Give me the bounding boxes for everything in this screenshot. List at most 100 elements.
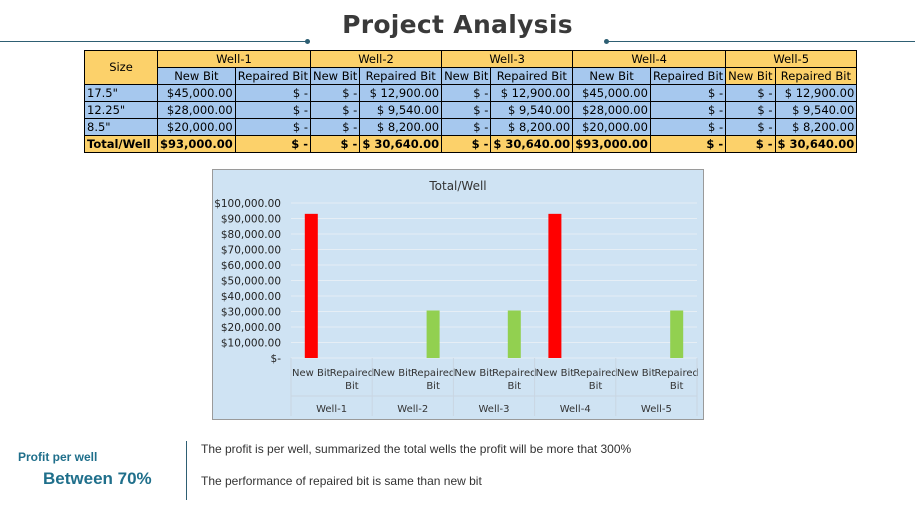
y-tick-label: $50,000.00 (221, 276, 281, 288)
bar (426, 310, 440, 358)
value-cell: $ - (725, 84, 776, 102)
value-cell: $ - (649, 118, 727, 136)
well-header: Well-5 (725, 50, 858, 68)
sub-header: Repaired Bit (774, 67, 858, 85)
value-cell: $45,000.00 (157, 84, 236, 102)
sub-header: New Bit (441, 67, 492, 85)
sub-category-label: New Bit (454, 368, 493, 379)
value-cell: $ - (309, 101, 361, 119)
sub-category-label: Repaired (330, 368, 374, 379)
value-cell: $ - (725, 101, 776, 119)
value-cell: $20,000.00 (572, 118, 651, 136)
value-cell: $ - (234, 84, 311, 102)
y-tick-label: $40,000.00 (221, 291, 281, 303)
sub-category-label: New Bit (536, 368, 575, 379)
value-cell: $20,000.00 (157, 118, 236, 136)
cost-table: Size Well-1 Well-2 Well-3 Well-4 Well-5 … (84, 50, 858, 153)
y-tick-label: $10,000.00 (221, 338, 281, 350)
size-cell: 12.25" (84, 101, 158, 119)
value-cell: $ 9,540.00 (359, 101, 443, 119)
table-row: 8.5" $20,000.00 $ - $ - $ 8,200.00 $ - $ 8,200… (84, 118, 858, 136)
group-label: Well-2 (397, 404, 428, 415)
sub-header: Repaired Bit (649, 67, 727, 85)
bar (507, 310, 521, 358)
value-cell: $ 12,900.00 (490, 84, 574, 102)
value-cell: $ - (725, 118, 776, 136)
sub-category-label: Repaired (492, 368, 536, 379)
summary-note: The performance of repaired bit is same … (201, 474, 482, 488)
sub-header: New Bit (725, 67, 776, 85)
y-tick-label: $20,000.00 (221, 322, 281, 334)
well-header: Well-4 (572, 50, 727, 68)
table-row: 17.5" $45,000.00 $ - $ - $ 12,900.00 $ - $ 12,… (84, 84, 858, 102)
value-cell: $ 9,540.00 (490, 101, 574, 119)
value-cell: $ - (309, 118, 361, 136)
summary-note: The profit is per well, summarized the t… (201, 442, 632, 456)
title-rule-dot-left (305, 39, 310, 44)
sub-category-label: Bit (670, 381, 684, 392)
value-cell: $ - (234, 101, 311, 119)
sub-header: New Bit (572, 67, 651, 85)
title-rule-left (0, 41, 310, 42)
bar (304, 213, 318, 358)
value-cell: $ - (441, 101, 492, 119)
bar (670, 310, 684, 358)
title-rule-right (608, 41, 915, 42)
sub-category-label: Bit (426, 381, 440, 392)
y-tick-label: $90,000.00 (221, 214, 281, 226)
sub-header-row: New Bit Repaired Bit New Bit Repaired Bi… (85, 67, 858, 85)
sub-header: Repaired Bit (234, 67, 311, 85)
y-tick-label: $100,000.00 (214, 198, 281, 210)
bar (548, 213, 562, 358)
value-cell: $93,000.00 (157, 135, 236, 153)
value-cell: $ - (441, 84, 492, 102)
value-cell: $28,000.00 (572, 101, 651, 119)
chart-canvas: Total/Well $- $10,000.00 $20,000.00 $30,000.… (214, 179, 699, 416)
value-cell: $ 8,200.00 (774, 118, 858, 136)
title-rule-dot-right (604, 39, 609, 44)
total-row: Total/Well $93,000.00 $ - $ - $ 30,640.00 $ -… (84, 135, 858, 153)
sub-header: New Bit (309, 67, 361, 85)
sub-header: New Bit (157, 67, 236, 85)
well-header: Well-2 (309, 50, 443, 68)
sub-category-label: Repaired (411, 368, 455, 379)
value-cell: $ 30,640.00 (774, 135, 858, 153)
size-cell: Total/Well (84, 135, 158, 153)
value-cell: $ 8,200.00 (490, 118, 574, 136)
value-cell: $ - (234, 135, 311, 153)
sub-category-label: Repaired (655, 368, 699, 379)
size-header: Size (84, 50, 158, 85)
value-cell: $ - (309, 135, 361, 153)
well-header: Well-3 (441, 50, 574, 68)
table-row: 12.25" $28,000.00 $ - $ - $ 9,540.00 $ - $ 9,5… (84, 101, 858, 119)
value-cell: $ - (441, 118, 492, 136)
sub-category-label: New Bit (373, 368, 412, 379)
sub-category-label: New Bit (292, 368, 331, 379)
well-header-row: Size Well-1 Well-2 Well-3 Well-4 Well-5 (84, 50, 858, 85)
size-cell: 8.5" (84, 118, 158, 136)
value-cell: $ 9,540.00 (774, 101, 858, 119)
sub-category-label: Repaired (573, 368, 617, 379)
group-label: Well-4 (560, 404, 591, 415)
total-well-chart: Total/Well $- $10,000.00 $20,000.00 $30,000.… (212, 169, 704, 420)
group-label: Well-5 (641, 404, 672, 415)
value-cell: $ - (234, 118, 311, 136)
value-cell: $45,000.00 (572, 84, 651, 102)
value-cell: $ - (309, 84, 361, 102)
value-cell: $ - (649, 135, 727, 153)
sub-header: Repaired Bit (490, 67, 574, 85)
chart-title: Total/Well (428, 179, 486, 193)
y-tick-label: $70,000.00 (221, 245, 281, 257)
value-cell: $ 8,200.00 (359, 118, 443, 136)
group-label: Well-1 (316, 404, 347, 415)
value-cell: $ 30,640.00 (490, 135, 574, 153)
group-label: Well-3 (479, 404, 510, 415)
y-tick-label: $- (271, 353, 282, 365)
sub-category-label: Bit (589, 381, 603, 392)
value-cell: $ - (649, 84, 727, 102)
y-tick-label: $30,000.00 (221, 307, 281, 319)
value-cell: $ - (725, 135, 776, 153)
page-title: Project Analysis (342, 10, 573, 39)
value-cell: $ - (441, 135, 492, 153)
sub-category-label: Bit (508, 381, 522, 392)
